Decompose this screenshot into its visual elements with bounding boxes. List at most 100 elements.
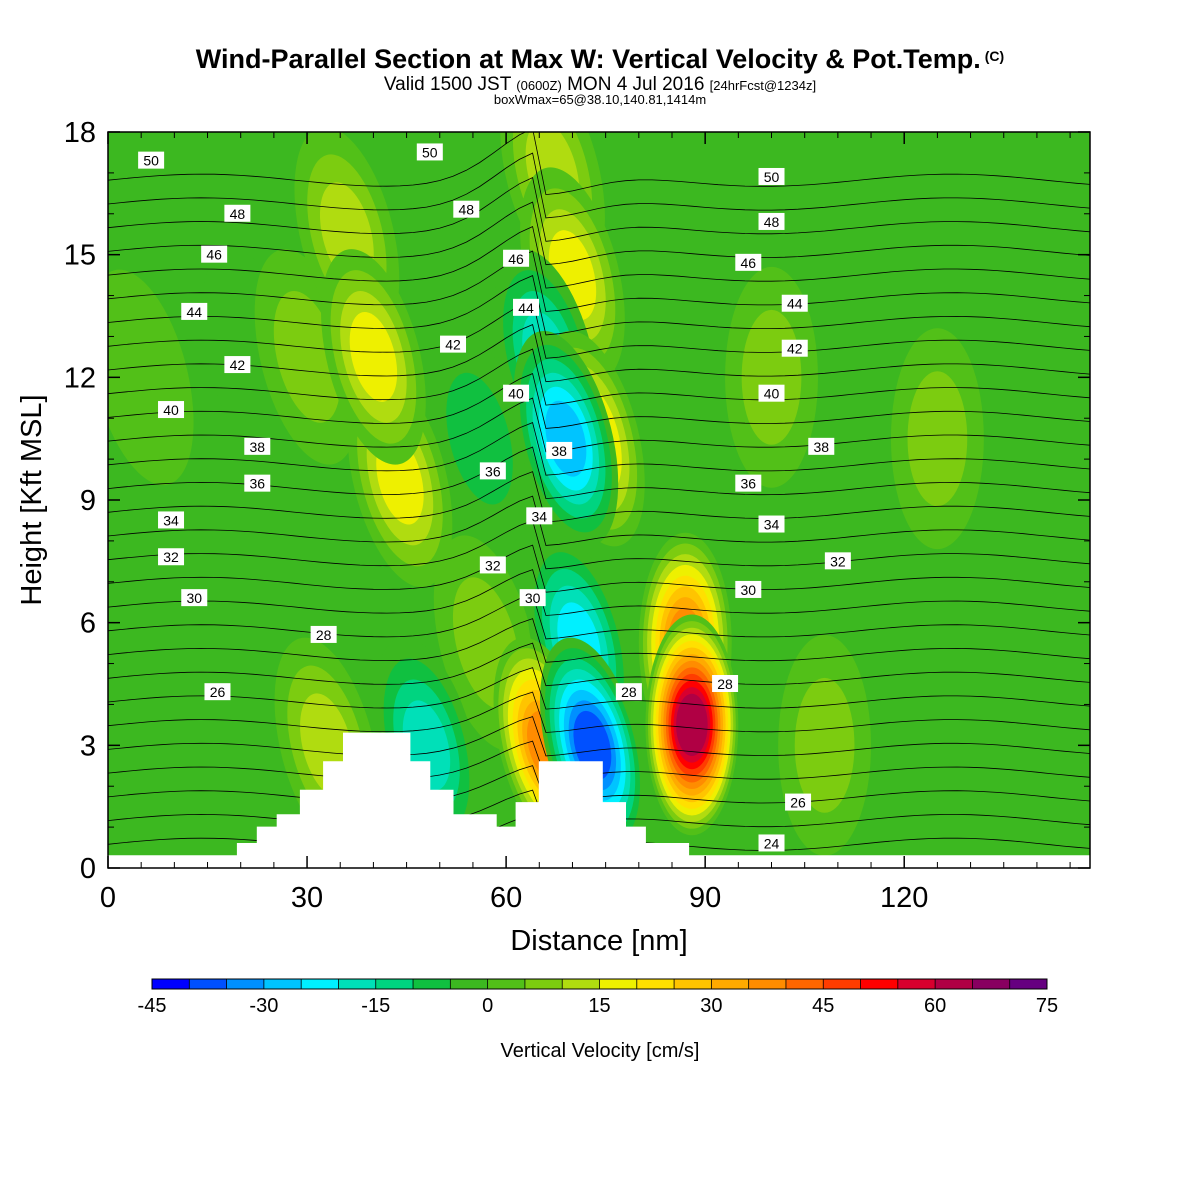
isentrope-line (108, 471, 1090, 523)
isentrope-label-text: 46 (741, 255, 757, 271)
isentrope-label: 34 (526, 507, 553, 525)
isentrope-label: 46 (503, 249, 530, 267)
isentrope-label: 36 (479, 462, 506, 480)
colorbar-swatch (897, 979, 936, 989)
colorbar-swatch (860, 979, 899, 989)
isentrope-label-bg (440, 335, 467, 353)
isentrope-label: 34 (158, 511, 185, 529)
valid-time: Valid 1500 JST (0600Z) MON 4 Jul 2016 [2… (0, 74, 1200, 96)
isentrope-label-text: 44 (186, 304, 202, 320)
isentrope-line (108, 275, 1090, 336)
isentrope-label-bg (503, 249, 530, 267)
isentrope-line (108, 716, 1090, 757)
velocity-cell (676, 693, 708, 757)
isentrope-line (108, 618, 1090, 663)
colorbar-swatch (487, 979, 526, 989)
isentrope-label-bg (201, 245, 228, 263)
isentrope-line (108, 250, 1090, 312)
forecast-info: [24hrFcst@1234z] (709, 78, 817, 93)
colorbar: -45 -30 -15 0 15 30 45 60 75 (138, 978, 1058, 1017)
isentrope-label-text: 50 (764, 169, 780, 185)
colorbar-tick-label: 45 (812, 995, 834, 1017)
isentrope-label-text: 42 (787, 341, 803, 357)
isentrope-label: 40 (758, 384, 785, 402)
isentrope-label: 38 (244, 437, 271, 455)
y-tick-label: 15 (64, 240, 96, 272)
isentrope-label-bg (138, 151, 165, 169)
colorbar-swatch (263, 979, 302, 989)
isentrope-label-bg (224, 204, 251, 222)
isentrope-line (108, 132, 1090, 196)
colorbar-swatch (972, 979, 1011, 989)
isentrope-label: 28 (712, 675, 739, 692)
isentrope-label: 32 (824, 552, 851, 570)
isentrope-line (108, 177, 1090, 242)
isentrope-line (108, 397, 1090, 453)
colorbar-swatch (599, 979, 638, 989)
isentrope-label: 46 (735, 253, 762, 271)
isentrope-label: 46 (201, 245, 228, 263)
isentrope-label: 50 (758, 167, 785, 185)
isentrope-label-bg (513, 298, 540, 316)
isentrope-label: 30 (519, 589, 546, 607)
colorbar-tick-label: 30 (700, 995, 722, 1017)
colorbar-swatch (301, 979, 339, 989)
x-tick-label: 90 (689, 882, 721, 914)
isentrope-label-text: 46 (508, 251, 524, 267)
isentrope-line (108, 348, 1090, 406)
colorbar-swatch (450, 979, 489, 989)
isentrope-label: 50 (416, 143, 443, 161)
isentrope-line (108, 446, 1090, 500)
isentrope-label: 42 (224, 356, 251, 374)
colorbar-swatch (189, 979, 228, 989)
isentrope-label: 30 (181, 589, 208, 607)
isentrope-label: 38 (808, 437, 835, 455)
colorbar-tick-label: -15 (361, 995, 390, 1017)
isentrope-label-text: 36 (741, 476, 757, 492)
isentrope-line (108, 691, 1090, 733)
colorbar-swatch (748, 979, 787, 989)
colorbar-tick-label: 15 (588, 995, 610, 1017)
valid-time-b: MON 4 Jul 2016 (567, 74, 705, 95)
isentrope-label: 34 (758, 515, 785, 533)
isentrope-label-bg (519, 589, 546, 607)
isentrope-label-text: 50 (143, 153, 159, 169)
isentrope-label-text: 38 (813, 439, 829, 455)
colorbar-tick-label: 60 (924, 995, 946, 1017)
isentrope-label-text: 36 (250, 476, 266, 492)
isentrope-line (108, 667, 1090, 710)
isentrope-label: 30 (735, 580, 762, 598)
isentrope-label-bg (181, 589, 208, 607)
isentrope-line (108, 324, 1090, 383)
box-info: boxWmax=65@38.10,140.81,1414m (493, 92, 707, 107)
isentrope-line (108, 201, 1090, 266)
isentrope-label-bg (781, 294, 808, 312)
isentrope-label-bg (785, 793, 812, 811)
isentrope-label: 26 (204, 683, 231, 701)
isentrope-label: 32 (479, 556, 506, 574)
isentrope-label-text: 26 (790, 795, 806, 811)
isentrope-label-bg (204, 683, 231, 701)
isentrope-label-bg (758, 167, 785, 185)
isentrope-label-bg (808, 437, 835, 455)
isentrope-label-bg (735, 474, 762, 492)
colorbar-swatch (152, 979, 190, 989)
isentrope-label-bg (244, 437, 271, 455)
x-axis-label: Distance [nm] (510, 925, 687, 957)
y-tick-label: 12 (64, 362, 96, 394)
isentrope-label-bg (781, 339, 808, 357)
isentrope-label-bg (758, 834, 785, 852)
isentrope-label-text: 30 (741, 582, 757, 598)
valid-time-utc: (0600Z) (516, 78, 562, 93)
isentrope-label: 28 (615, 683, 642, 701)
colorbar-swatch (636, 979, 675, 989)
velocity-cell (794, 677, 855, 813)
isentrope-label-text: 24 (764, 835, 780, 851)
isentrope-label: 32 (158, 548, 185, 566)
y-tick-label: 18 (64, 117, 96, 149)
isentrope-label-text: 28 (717, 676, 733, 692)
isentrope-label-text: 44 (518, 300, 534, 316)
isentrope-label-text: 28 (621, 684, 637, 700)
isentrope-label-text: 40 (764, 386, 780, 402)
